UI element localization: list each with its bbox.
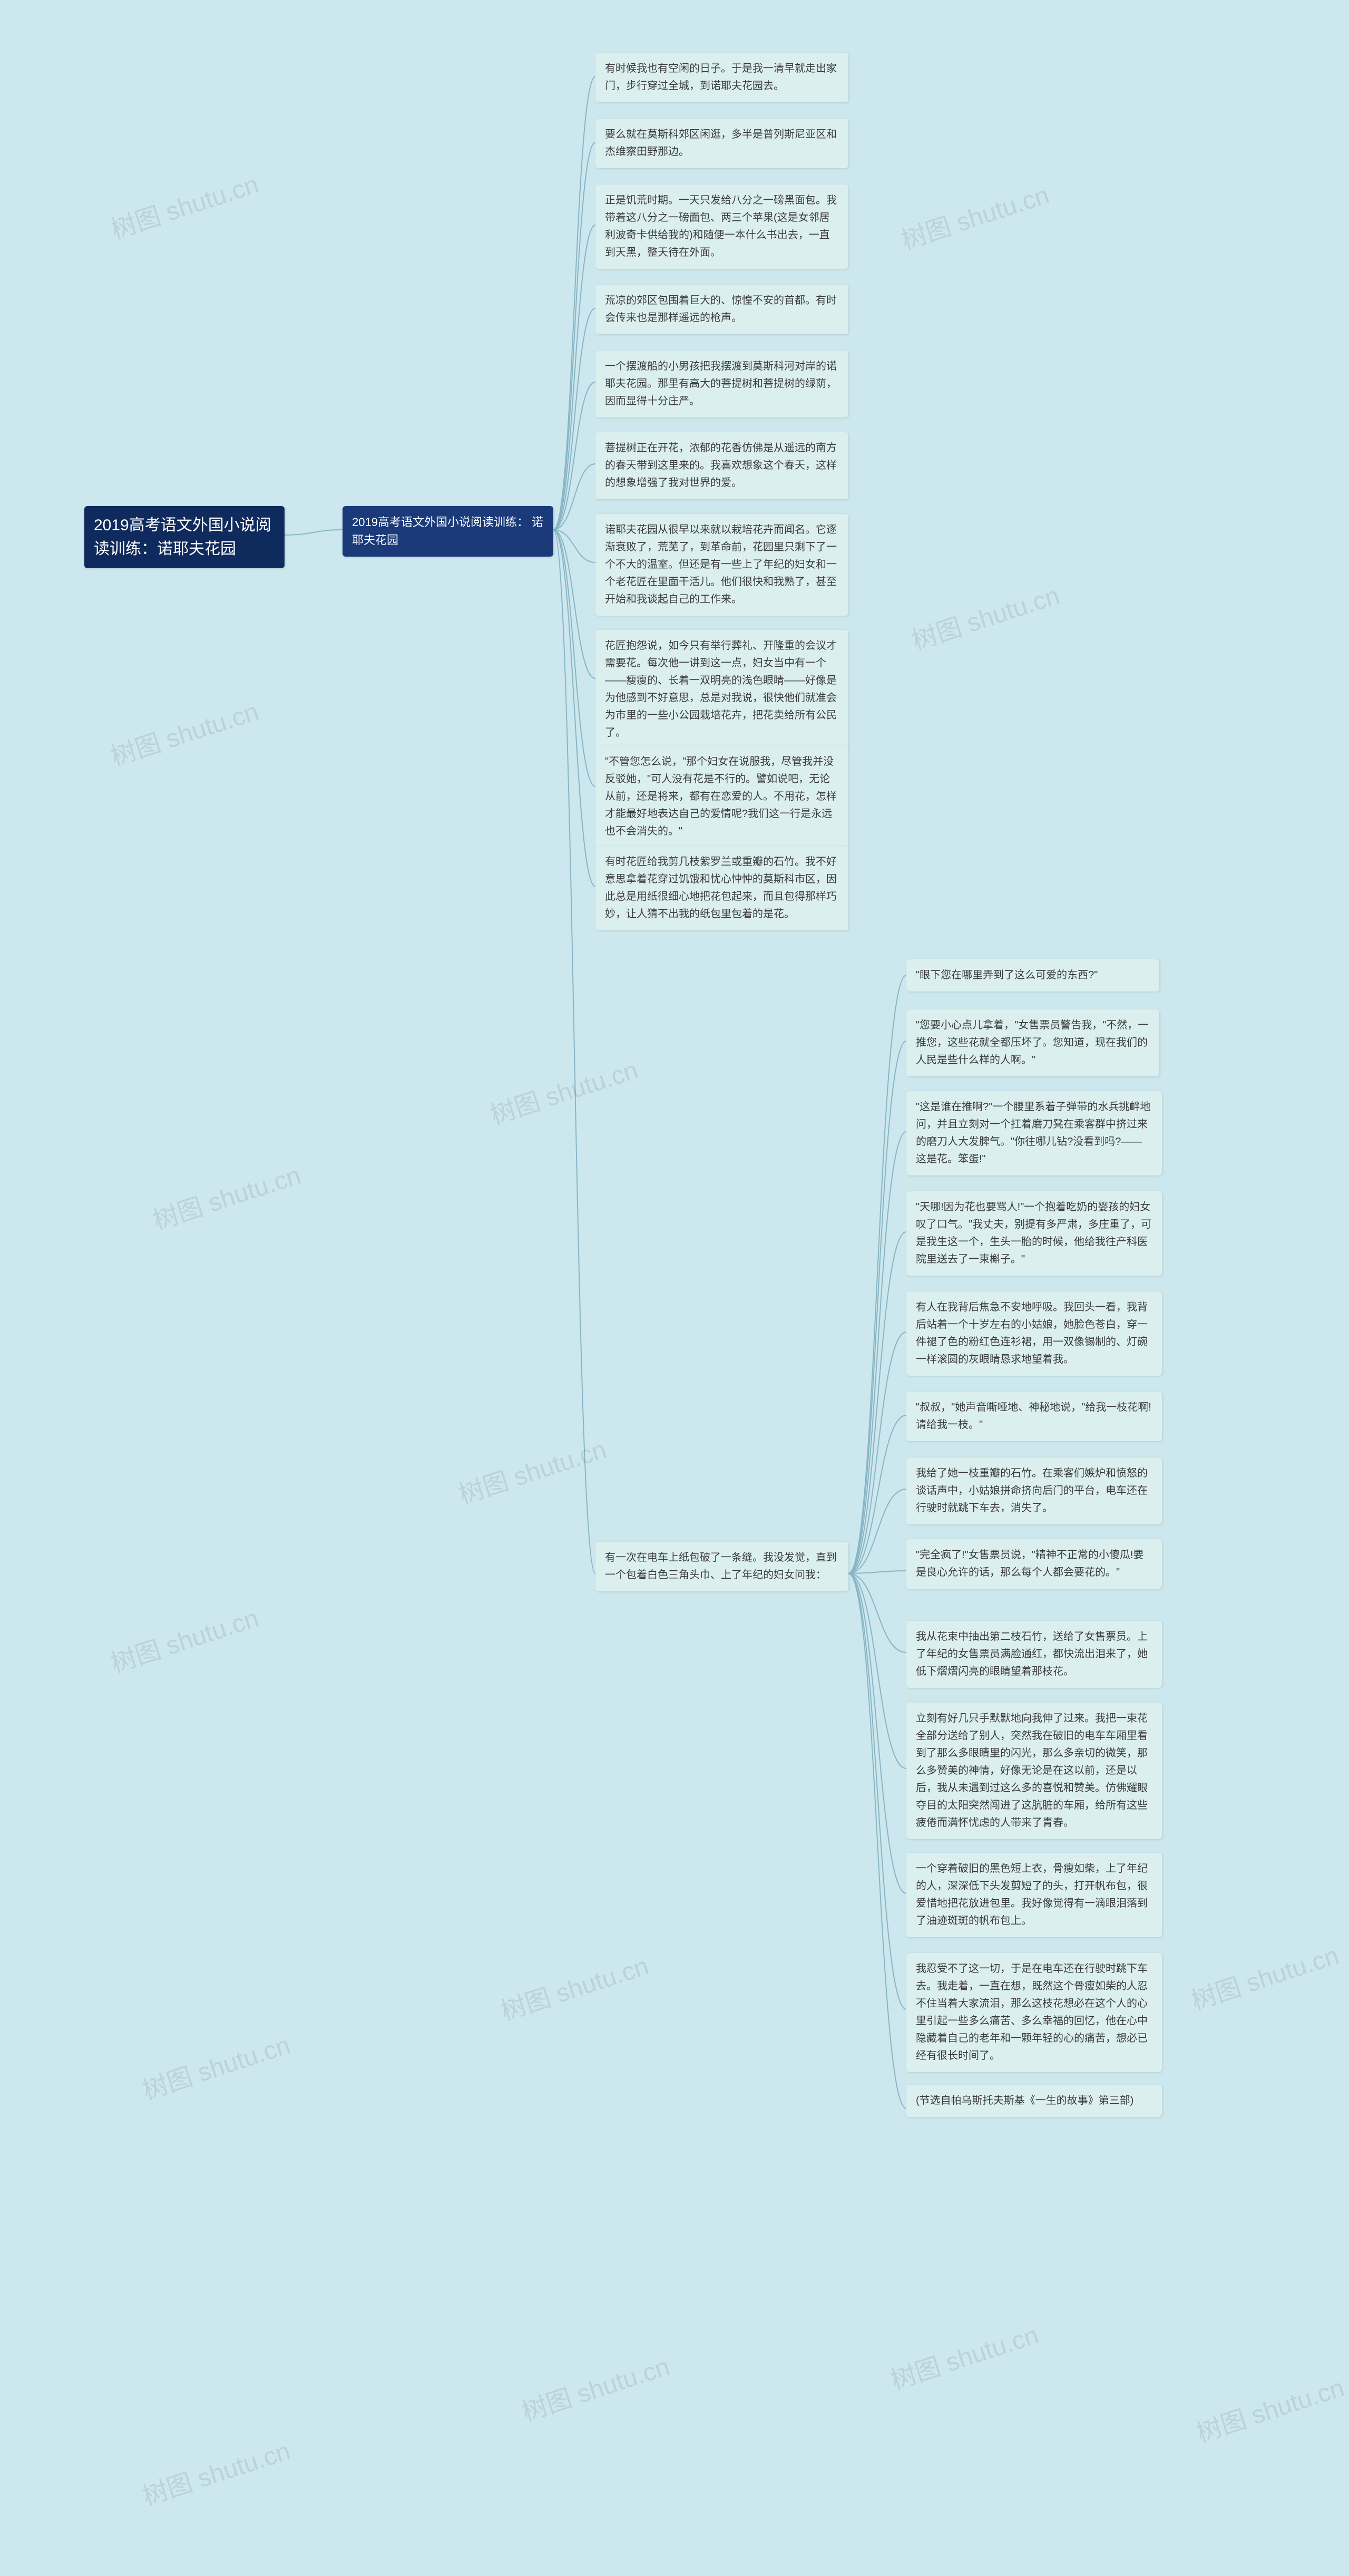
leaf-l9[interactable]: "不管您怎么说，"那个妇女在说服我，尽管我并没反驳她，"可人没有花是不行的。譬如… xyxy=(595,746,848,848)
watermark: 树图 shutu.cn xyxy=(105,1597,262,1679)
watermark: 树图 shutu.cn xyxy=(906,575,1063,657)
watermark: 树图 shutu.cn xyxy=(896,174,1053,256)
leaf-l8[interactable]: 花匠抱怨说，如今只有举行葬礼、开隆重的会议才需要花。每次他一讲到这一点，妇女当中… xyxy=(595,630,848,749)
watermark: 树图 shutu.cn xyxy=(1191,2367,1348,2449)
watermark: 树图 shutu.cn xyxy=(137,2024,294,2106)
subleaf-s13[interactable]: (节选自帕乌斯托夫斯基《一生的故事》第三部) xyxy=(906,2085,1162,2117)
subleaf-s1[interactable]: "眼下您在哪里弄到了这么可爱的东西?" xyxy=(906,959,1159,991)
watermark: 树图 shutu.cn xyxy=(1186,1935,1343,2017)
subleaf-s7[interactable]: 我给了她一枝重瓣的石竹。在乘客们嫉炉和愤怒的谈话声中，小姑娘拼命挤向后门的平台，… xyxy=(906,1457,1162,1524)
watermark: 树图 shutu.cn xyxy=(105,163,262,246)
leaf-l1[interactable]: 有时候我也有空闲的日子。于是我一清早就走出家门，步行穿过全城，到诺耶夫花园去。 xyxy=(595,53,848,102)
watermark: 树图 shutu.cn xyxy=(148,1154,305,1237)
watermark: 树图 shutu.cn xyxy=(485,1049,642,1131)
subleaf-s2[interactable]: "您要小心点儿拿着，"女售票员警告我，"不然，一推您，这些花就全都压坏了。您知道… xyxy=(906,1009,1159,1076)
watermark: 树图 shutu.cn xyxy=(885,2314,1042,2396)
subleaf-s9[interactable]: 我从花束中抽出第二枝石竹，送给了女售票员。上了年纪的女售票员满脸通红，都快流出泪… xyxy=(906,1621,1162,1688)
subleaf-s11[interactable]: 一个穿着破旧的黑色短上衣，骨瘦如柴，上了年纪的人，深深低下头发剪短了的头，打开帆… xyxy=(906,1853,1162,1937)
subleaf-s10[interactable]: 立刻有好几只手默默地向我伸了过来。我把一束花全部分送给了别人，突然我在破旧的电车… xyxy=(906,1703,1162,1839)
leaf-l10[interactable]: 有时花匠给我剪几枝紫罗兰或重瓣的石竹。我不好意思拿着花穿过饥饿和忧心忡忡的莫斯科… xyxy=(595,846,848,930)
subleaf-s12[interactable]: 我忍受不了这一切，于是在电车还在行驶时跳下车去。我走着，一直在想，既然这个骨瘦如… xyxy=(906,1953,1162,2072)
leaf-l3[interactable]: 正是饥荒时期。一天只发给八分之一磅黑面包。我带着这八分之一磅面包、两三个苹果(这… xyxy=(595,184,848,269)
leaf-l7[interactable]: 诺耶夫花园从很早以来就以栽培花卉而闻名。它逐渐衰败了，荒芜了，到革命前，花园里只… xyxy=(595,514,848,616)
subleaf-s3[interactable]: "这是谁在推啊?"一个腰里系着子弹带的水兵挑衅地问，并且立刻对一个扛着磨刀凳在乘… xyxy=(906,1091,1162,1175)
leaf-l11[interactable]: 有一次在电车上纸包破了一条缝。我没发觉，直到一个包着白色三角头巾、上了年纪的妇女… xyxy=(595,1542,848,1591)
subleaf-s5[interactable]: 有人在我背后焦急不安地呼吸。我回头一看，我背后站着一个十岁左右的小姑娘，她脸色苍… xyxy=(906,1291,1162,1376)
watermark: 树图 shutu.cn xyxy=(516,2346,673,2428)
watermark: 树图 shutu.cn xyxy=(105,691,262,773)
watermark: 树图 shutu.cn xyxy=(495,1945,652,2027)
leaf-l5[interactable]: 一个摆渡船的小男孩把我摆渡到莫斯科河对岸的诺耶夫花园。那里有高大的菩提树和菩提树… xyxy=(595,351,848,417)
leaf-l4[interactable]: 荒凉的郊区包围着巨大的、惊惶不安的首都。有时会传来也是那样遥远的枪声。 xyxy=(595,285,848,334)
sub-node[interactable]: 2019高考语文外国小说阅读训练： 诺耶夫花园 xyxy=(343,506,553,557)
subleaf-s8[interactable]: "完全疯了!"女售票员说，"精神不正常的小傻瓜!要是良心允许的话，那么每个人都会… xyxy=(906,1539,1162,1589)
subleaf-s4[interactable]: "天哪!因为花也要骂人!"一个抱着吃奶的婴孩的妇女叹了口气。"我丈夫，别提有多严… xyxy=(906,1191,1162,1276)
leaf-l2[interactable]: 要么就在莫斯科郊区闲逛，多半是普列斯尼亚区和杰维察田野那边。 xyxy=(595,119,848,168)
subleaf-s6[interactable]: "叔叔，"她声音嘶哑地、神秘地说，"给我一枝花啊!请给我一枝。" xyxy=(906,1392,1162,1441)
watermark: 树图 shutu.cn xyxy=(453,1428,610,1511)
leaf-l6[interactable]: 菩提树正在开花，浓郁的花香仿佛是从遥远的南方的春天带到这里来的。我喜欢想象这个春… xyxy=(595,432,848,499)
watermark: 树图 shutu.cn xyxy=(137,2430,294,2512)
mindmap-canvas: 2019高考语文外国小说阅 读训练：诺耶夫花园 2019高考语文外国小说阅读训练… xyxy=(0,0,1349,2576)
root-node[interactable]: 2019高考语文外国小说阅 读训练：诺耶夫花园 xyxy=(84,506,285,568)
